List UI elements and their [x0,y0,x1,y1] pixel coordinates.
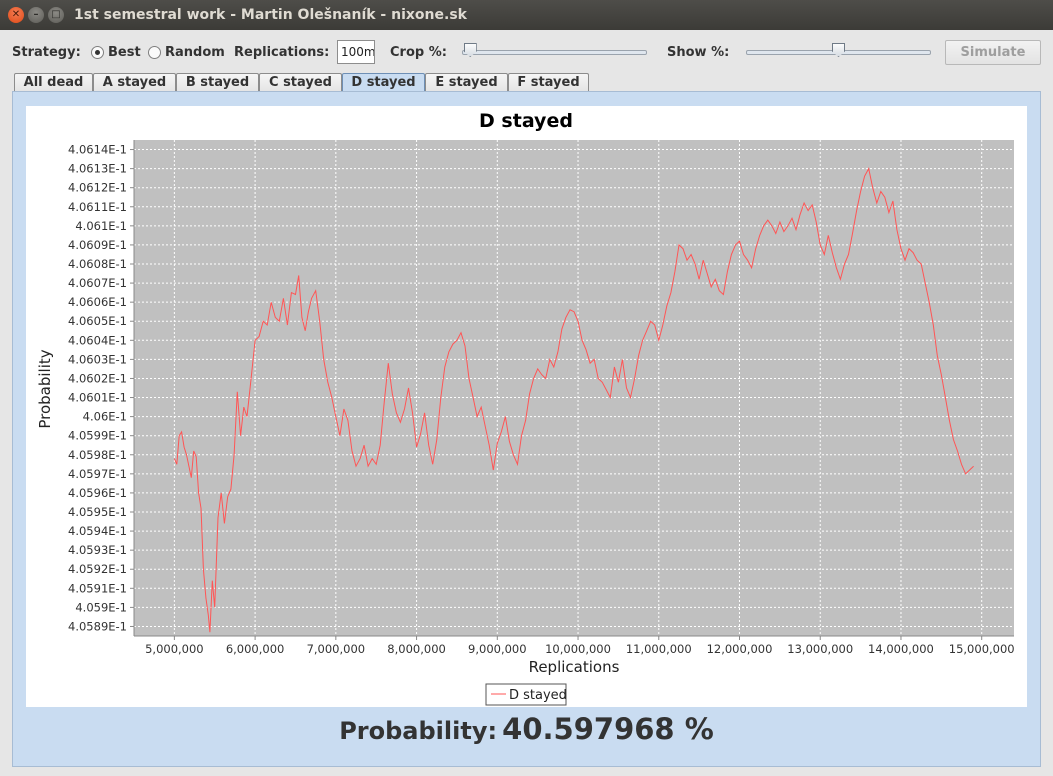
x-tick-label: 5,000,000 [145,642,204,656]
probability-label: Probability: [339,717,498,745]
y-tick-label: 4.0594E-1 [68,524,127,538]
y-tick-label: 4.0602E-1 [68,371,127,385]
x-axis-label: Replications [529,658,620,676]
x-tick-label: 12,000,000 [707,642,773,656]
y-tick-label: 4.059E-1 [75,600,127,614]
tab-d-stayed[interactable]: D stayed [342,73,425,92]
y-tick-label: 4.0612E-1 [68,181,127,195]
y-tick-label: 4.0614E-1 [68,143,127,157]
legend-box [485,683,567,706]
y-tick-label: 4.0595E-1 [68,505,127,519]
x-axis: 5,000,000 6,000,000 7,000,000 8,000,000 9,00… [134,635,1015,656]
x-tick-label: 7,000,000 [307,642,366,656]
show-label: Show %: [667,45,730,60]
tab-all-dead[interactable]: All dead [14,73,93,92]
y-tick-label: 4.0605E-1 [68,314,127,328]
y-tick-label: 4.0603E-1 [68,352,127,366]
series-line-d-stayed [173,167,974,633]
window-titlebar: ✕ – □ 1st semestral work - Martin Olešna… [0,0,1053,30]
strategy-best-radio[interactable] [91,46,104,59]
y-tick-label: 4.0609E-1 [68,238,127,252]
y-tick-label: 4.0606E-1 [68,295,127,309]
chart-title: D stayed [479,110,573,132]
line-chart: D stayed 4.0589E-1 4.059E-1 4.0591E-1 4.059… [36,110,1015,706]
legend-label: D stayed [509,688,567,703]
probability-result: Probability: 40.597968 % [0,712,1053,746]
y-tick-label: 4.0598E-1 [68,448,127,462]
y-tick-label: 4.061E-1 [75,219,127,233]
simulate-button[interactable]: Simulate [945,40,1041,65]
x-tick-label: 13,000,000 [787,642,853,656]
chart-legend: D stayed [485,683,567,706]
maximize-window-button[interactable]: □ [48,7,64,23]
show-slider-thumb[interactable] [832,43,845,57]
x-tick-label: 6,000,000 [226,642,285,656]
x-tick-label: 9,000,000 [468,642,527,656]
y-axis-label: Probability [36,349,54,428]
tab-b-stayed[interactable]: B stayed [176,73,259,92]
y-tick-label: 4.0591E-1 [68,581,127,595]
strategy-random-label[interactable]: Random [165,45,225,60]
tab-f-stayed[interactable]: F stayed [508,73,589,92]
y-tick-label: 4.06E-1 [83,410,127,424]
crop-slider[interactable] [462,50,647,55]
y-tick-label: 4.0608E-1 [68,257,127,271]
tab-a-stayed[interactable]: A stayed [93,73,176,92]
y-tick-label: 4.0611E-1 [68,200,127,214]
replications-label: Replications: [234,45,330,60]
y-tick-label: 4.0604E-1 [68,333,127,347]
minimize-window-button[interactable]: – [28,7,44,23]
plot-area [134,140,1014,636]
grid-lines [134,140,1014,636]
strategy-random-radio[interactable] [148,46,161,59]
y-tick-label: 4.0607E-1 [68,276,127,290]
x-tick-label: 15,000,000 [949,642,1015,656]
window-title: 1st semestral work - Martin Olešnaník - … [74,7,467,23]
close-window-button[interactable]: ✕ [8,7,24,23]
y-tick-label: 4.0601E-1 [68,391,127,405]
y-tick-label: 4.0593E-1 [68,543,127,557]
y-tick-label: 4.0599E-1 [68,429,127,443]
probability-value: 40.597968 % [502,712,714,746]
y-tick-label: 4.0613E-1 [68,162,127,176]
y-tick-label: 4.0589E-1 [68,619,127,633]
strategy-label: Strategy: [12,45,81,60]
x-tick-label: 14,000,000 [868,642,934,656]
replications-input[interactable] [337,40,375,64]
crop-slider-thumb[interactable] [463,43,477,57]
strategy-best-label[interactable]: Best [108,45,141,60]
crop-label: Crop %: [390,45,447,60]
tab-c-stayed[interactable]: C stayed [259,73,342,92]
toolbar: Strategy: Best Random Replications: Crop… [0,30,1053,74]
y-tick-label: 4.0597E-1 [68,467,127,481]
y-axis: 4.0589E-1 4.059E-1 4.0591E-1 4.0592E-1 4.059… [68,140,135,636]
x-tick-label: 11,000,000 [626,642,692,656]
y-tick-label: 4.0592E-1 [68,562,127,576]
x-tick-label: 10,000,000 [545,642,611,656]
x-tick-label: 8,000,000 [387,642,446,656]
y-tick-label: 4.0596E-1 [68,486,127,500]
tab-e-stayed[interactable]: E stayed [425,73,508,92]
